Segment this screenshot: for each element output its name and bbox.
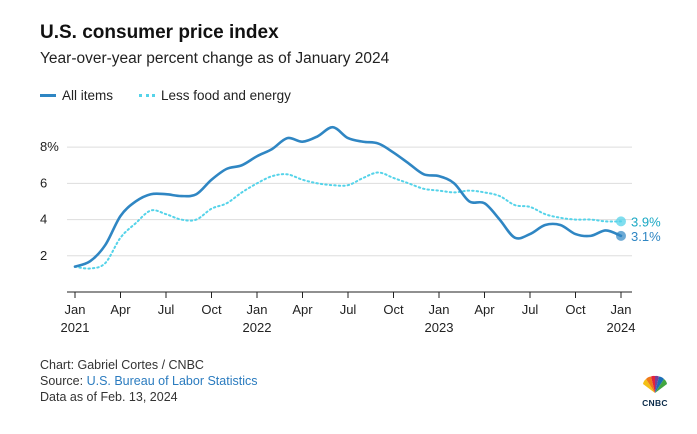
- y-tick-label: 2: [40, 248, 47, 263]
- legend: All items Less food and energy: [40, 86, 317, 104]
- y-tick-label: 6: [40, 175, 47, 190]
- legend-swatch-dotted: [139, 93, 156, 97]
- x-tick-label: Apr: [292, 302, 313, 317]
- chart-subtitle: Year-over-year percent change as of Janu…: [40, 50, 390, 67]
- cnbc-peacock-icon: [643, 375, 667, 393]
- x-tick-label: Jan: [65, 302, 86, 317]
- end-label-core: 3.9%: [631, 214, 661, 229]
- series-line-core: [74, 171, 622, 270]
- legend-item-core: Less food and energy: [139, 88, 291, 103]
- legend-label-core: Less food and energy: [161, 87, 291, 103]
- data-date: Data as of Feb. 13, 2024: [40, 390, 178, 404]
- cnbc-logo: CNBC: [637, 375, 673, 408]
- x-tick-label: Apr: [110, 302, 131, 317]
- x-tick-label: Jul: [158, 302, 175, 317]
- grid-layer: [67, 146, 632, 257]
- x-tick-year-label: 2024: [607, 320, 636, 335]
- x-tick-label: Oct: [565, 302, 586, 317]
- end-point-core: [616, 216, 626, 227]
- end-point-all-items: [616, 230, 626, 241]
- series-layer: [73, 125, 623, 270]
- x-tick-label: Jul: [522, 302, 539, 317]
- x-tick-label: Oct: [201, 302, 222, 317]
- y-tick-label: 4: [40, 212, 47, 227]
- end-label-all-items: 3.1%: [631, 229, 661, 244]
- x-tick-label: Jan: [247, 302, 268, 317]
- chart-credit: Chart: Gabriel Cortes / CNBC: [40, 358, 204, 372]
- chart-source: Source: U.S. Bureau of Labor Statistics: [40, 373, 257, 389]
- y-tick-label: 8%: [40, 139, 59, 154]
- chart-footer: Chart: Gabriel Cortes / CNBC Source: U.S…: [40, 357, 257, 405]
- legend-item-all-items: All items: [40, 88, 113, 103]
- x-tick-year-label: 2021: [61, 320, 90, 335]
- x-tick-label: Jan: [611, 302, 632, 317]
- source-prefix: Source:: [40, 374, 87, 388]
- end-label-layer: 3.9%3.1%: [616, 214, 661, 244]
- x-tick-label: Apr: [474, 302, 495, 317]
- x-tick-year-label: 2022: [243, 320, 272, 335]
- x-tick-label: Oct: [383, 302, 404, 317]
- logo-wordmark: CNBC: [642, 398, 668, 408]
- x-tick-label: Jul: [340, 302, 357, 317]
- x-tick-label: Jan: [429, 302, 450, 317]
- axis-layer: 2 4 6 8% Jan 2021 Apr Jul Oct Jan 2022 Apr Jul Oct Jan…: [40, 139, 635, 335]
- chart-title: U.S. consumer price index: [40, 22, 279, 43]
- source-link[interactable]: U.S. Bureau of Labor Statistics: [86, 374, 258, 388]
- legend-swatch-solid: [40, 93, 56, 97]
- series-line-all-items: [73, 125, 623, 268]
- x-tick-year-label: 2023: [425, 320, 454, 335]
- legend-label-all-items: All items: [62, 87, 114, 103]
